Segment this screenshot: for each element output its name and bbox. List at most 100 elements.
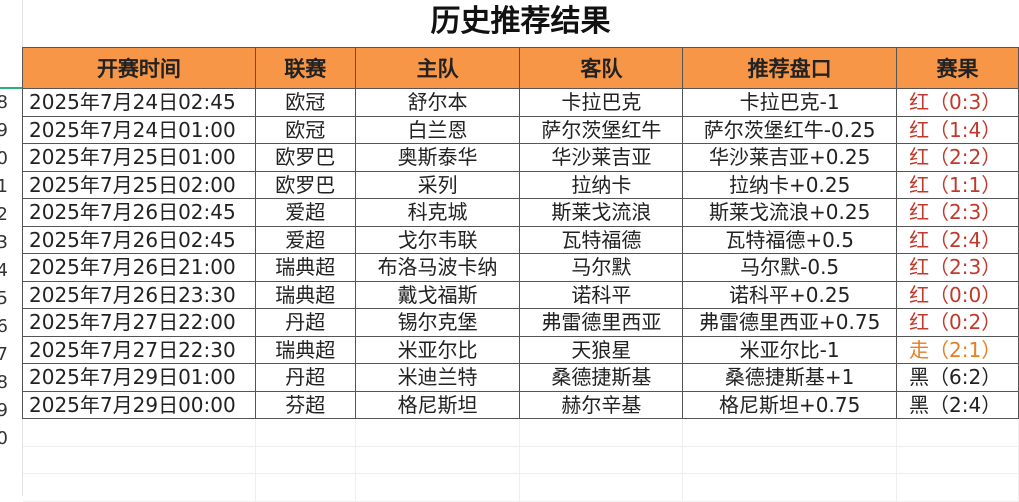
cell-pick[interactable]: 桑德捷斯基+1	[682, 363, 898, 392]
row-number[interactable]: 18	[0, 369, 8, 397]
header-pick[interactable]: 推荐盘口	[682, 47, 898, 89]
cell-away[interactable]: 天狼星	[519, 335, 684, 364]
empty-cell[interactable]	[355, 418, 521, 447]
cell-league[interactable]: 欧罗巴	[254, 170, 356, 199]
cell-result[interactable]: 红（1:1）	[896, 170, 1019, 199]
cell-time[interactable]: 2025年7月25日01:00	[22, 143, 256, 172]
cell-pick[interactable]: 萨尔茨堡红牛-0.25	[682, 115, 898, 144]
cell-home[interactable]: 戴戈福斯	[354, 280, 521, 309]
cell-away[interactable]: 弗雷德里西亚	[519, 308, 684, 337]
cell-away[interactable]: 萨尔茨堡红牛	[519, 115, 684, 144]
cell-result[interactable]: 红（2:3）	[896, 198, 1019, 227]
cell-league[interactable]: 丹超	[254, 308, 356, 337]
cell-league[interactable]: 欧罗巴	[254, 143, 356, 172]
cell-time[interactable]: 2025年7月26日21:00	[22, 253, 256, 282]
cell-away[interactable]: 马尔默	[519, 253, 684, 282]
cell-away[interactable]: 卡拉巴克	[519, 88, 684, 117]
empty-cell[interactable]	[896, 418, 1019, 447]
cell-league[interactable]: 欧冠	[254, 88, 356, 117]
row-number[interactable]: 11	[0, 173, 8, 201]
cell-result[interactable]: 红（0:0）	[896, 280, 1019, 309]
empty-cell[interactable]	[355, 446, 521, 474]
cell-pick[interactable]: 格尼斯坦+0.75	[682, 390, 898, 419]
cell-league[interactable]: 芬超	[254, 390, 356, 419]
cell-time[interactable]: 2025年7月27日22:00	[22, 308, 256, 337]
header-away[interactable]: 客队	[519, 47, 684, 89]
cell-result[interactable]: 黑（6:2）	[896, 363, 1019, 392]
row-number[interactable]: 15	[0, 285, 8, 313]
row-number[interactable]: 19	[0, 397, 8, 425]
cell-league[interactable]: 欧冠	[254, 115, 356, 144]
empty-cell[interactable]	[682, 446, 898, 474]
cell-time[interactable]: 2025年7月29日01:00	[22, 363, 256, 392]
row-number[interactable]: 8	[0, 89, 8, 117]
cell-home[interactable]: 戈尔韦联	[354, 225, 521, 254]
empty-cell[interactable]	[519, 418, 684, 447]
empty-cell[interactable]	[22, 473, 256, 502]
cell-result[interactable]: 红（2:4）	[896, 225, 1019, 254]
header-time[interactable]: 开赛时间	[22, 47, 256, 89]
cell-result[interactable]: 走（2:1）	[896, 335, 1019, 364]
cell-away[interactable]: 赫尔辛基	[519, 390, 684, 419]
row-number[interactable]: 9	[0, 117, 8, 145]
cell-result[interactable]: 红（0:2）	[896, 308, 1019, 337]
cell-pick[interactable]: 弗雷德里西亚+0.75	[682, 308, 898, 337]
cell-time[interactable]: 2025年7月27日22:30	[22, 335, 256, 364]
empty-cell[interactable]	[896, 473, 1019, 502]
header-result[interactable]: 赛果	[896, 47, 1019, 89]
cell-time[interactable]: 2025年7月25日02:00	[22, 170, 256, 199]
cell-league[interactable]: 爱超	[254, 198, 356, 227]
cell-home[interactable]: 舒尔本	[354, 88, 521, 117]
cell-home[interactable]: 米亚尔比	[354, 335, 521, 364]
empty-cell[interactable]	[22, 446, 256, 474]
cell-pick[interactable]: 瓦特福德+0.5	[682, 225, 898, 254]
cell-time[interactable]: 2025年7月24日02:45	[22, 88, 256, 117]
cell-home[interactable]: 采列	[354, 170, 521, 199]
cell-home[interactable]: 布洛马波卡纳	[354, 253, 521, 282]
cell-home[interactable]: 科克城	[354, 198, 521, 227]
cell-home[interactable]: 格尼斯坦	[354, 390, 521, 419]
cell-away[interactable]: 桑德捷斯基	[519, 363, 684, 392]
empty-cell[interactable]	[22, 418, 256, 447]
row-number[interactable]: 16	[0, 313, 8, 341]
cell-pick[interactable]: 马尔默-0.5	[682, 253, 898, 282]
row-number[interactable]: 14	[0, 257, 8, 285]
cell-league[interactable]: 丹超	[254, 363, 356, 392]
cell-time[interactable]: 2025年7月26日02:45	[22, 225, 256, 254]
empty-cell[interactable]	[682, 473, 898, 502]
empty-cell[interactable]	[255, 446, 356, 474]
cell-result[interactable]: 红（2:3）	[896, 253, 1019, 282]
row-number[interactable]: 20	[0, 425, 8, 453]
cell-league[interactable]: 瑞典超	[254, 253, 356, 282]
cell-result[interactable]: 红（0:3）	[896, 88, 1019, 117]
cell-time[interactable]: 2025年7月24日01:00	[22, 115, 256, 144]
row-number[interactable]: 12	[0, 201, 8, 229]
cell-pick[interactable]: 诺科平+0.25	[682, 280, 898, 309]
cell-league[interactable]: 瑞典超	[254, 280, 356, 309]
cell-time[interactable]: 2025年7月26日23:30	[22, 280, 256, 309]
cell-league[interactable]: 爱超	[254, 225, 356, 254]
cell-pick[interactable]: 卡拉巴克-1	[682, 88, 898, 117]
empty-cell[interactable]	[255, 473, 356, 502]
cell-away[interactable]: 诺科平	[519, 280, 684, 309]
row-number[interactable]: 13	[0, 229, 8, 257]
cell-home[interactable]: 锡尔克堡	[354, 308, 521, 337]
cell-pick[interactable]: 斯莱戈流浪+0.25	[682, 198, 898, 227]
cell-away[interactable]: 华沙莱吉亚	[519, 143, 684, 172]
header-home[interactable]: 主队	[354, 47, 521, 89]
cell-away[interactable]: 斯莱戈流浪	[519, 198, 684, 227]
empty-cell[interactable]	[255, 418, 356, 447]
cell-league[interactable]: 瑞典超	[254, 335, 356, 364]
cell-time[interactable]: 2025年7月29日00:00	[22, 390, 256, 419]
cell-away[interactable]: 瓦特福德	[519, 225, 684, 254]
cell-home[interactable]: 米迪兰特	[354, 363, 521, 392]
cell-home[interactable]: 奥斯泰华	[354, 143, 521, 172]
row-number[interactable]: 10	[0, 145, 8, 173]
empty-cell[interactable]	[519, 446, 684, 474]
cell-result[interactable]: 红（2:2）	[896, 143, 1019, 172]
cell-pick[interactable]: 华沙莱吉亚+0.25	[682, 143, 898, 172]
cell-time[interactable]: 2025年7月26日02:45	[22, 198, 256, 227]
cell-result[interactable]: 红（1:4）	[896, 115, 1019, 144]
cell-pick[interactable]: 米亚尔比-1	[682, 335, 898, 364]
header-league[interactable]: 联赛	[254, 47, 356, 89]
